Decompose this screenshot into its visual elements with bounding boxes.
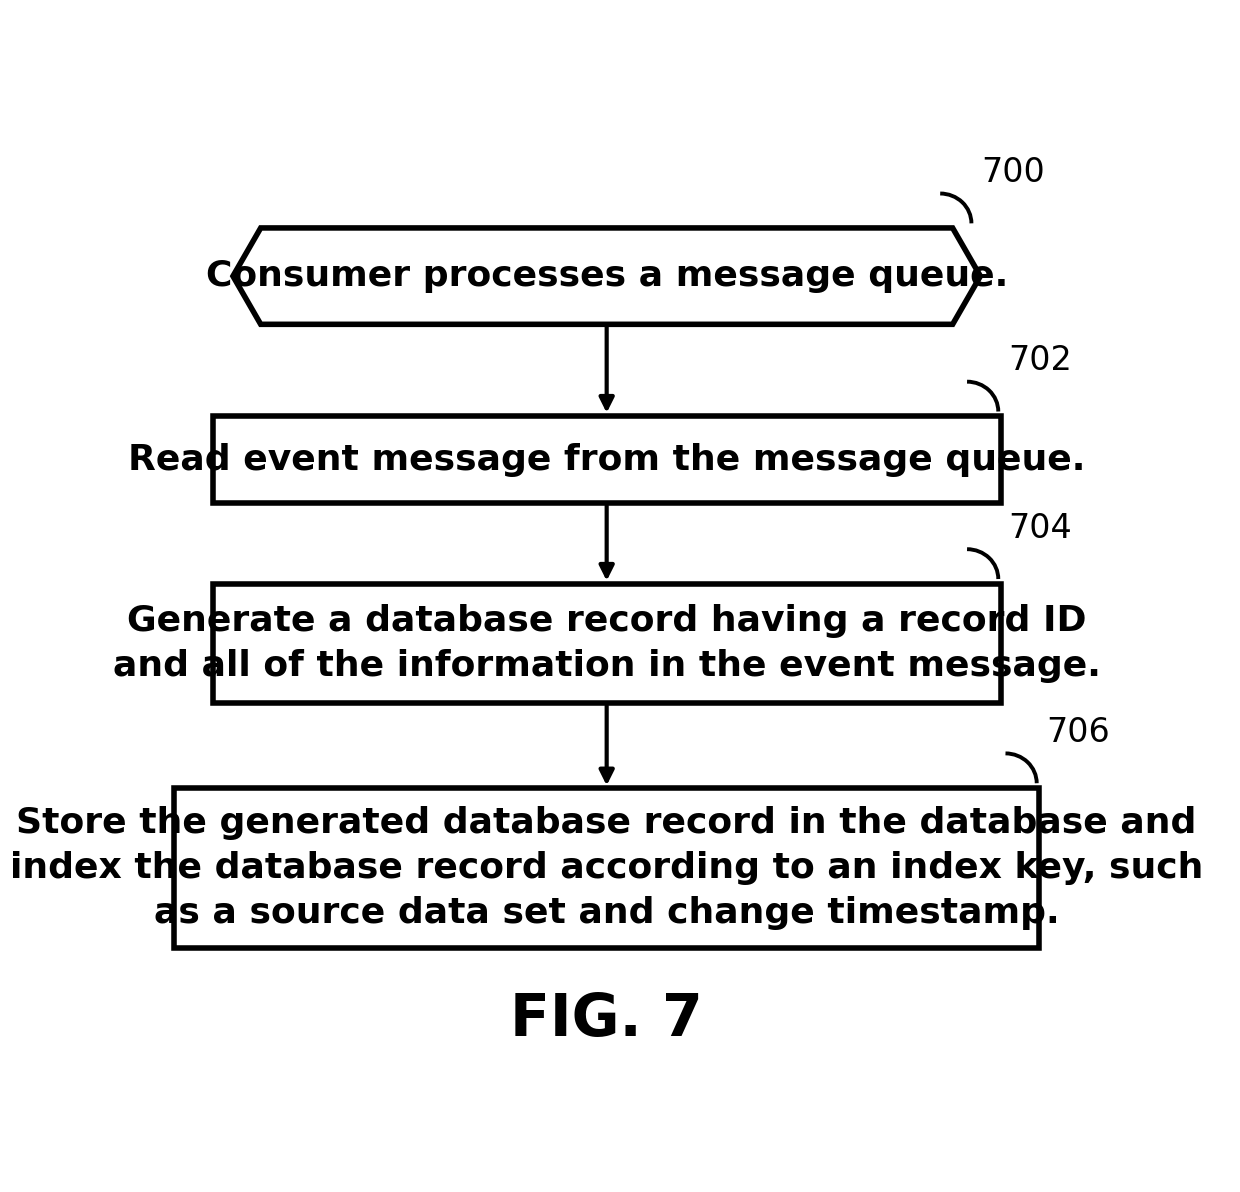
Text: Consumer processes a message queue.: Consumer processes a message queue. [206, 259, 1008, 293]
Text: Generate a database record having a record ID
and all of the information in the : Generate a database record having a reco… [113, 604, 1101, 683]
Bar [213, 416, 1001, 503]
Polygon shape [233, 228, 981, 324]
Bar [213, 584, 1001, 703]
Text: FIG. 7: FIG. 7 [511, 991, 703, 1048]
Text: 702: 702 [1008, 344, 1071, 377]
Bar [174, 788, 1039, 949]
Text: 706: 706 [1047, 716, 1110, 749]
Text: 704: 704 [1008, 511, 1071, 545]
Text: Store the generated database record in the database and
index the database recor: Store the generated database record in t… [10, 806, 1203, 930]
Text: Read event message from the message queue.: Read event message from the message queu… [128, 442, 1085, 477]
Text: 700: 700 [981, 156, 1045, 190]
